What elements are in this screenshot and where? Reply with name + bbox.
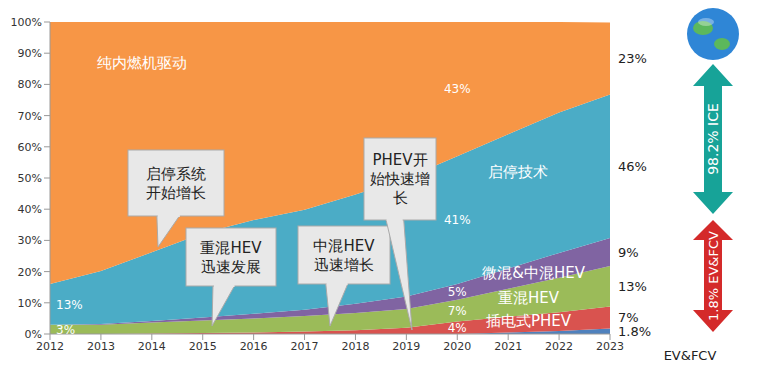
svg-text:2021: 2021 xyxy=(494,340,522,353)
svg-text:20%: 20% xyxy=(18,266,42,279)
svg-text:2023: 2023 xyxy=(596,340,624,353)
svg-text:2018: 2018 xyxy=(341,340,369,353)
svg-text:启停系统: 启停系统 xyxy=(146,165,206,183)
svg-text:微混&中混HEV: 微混&中混HEV xyxy=(482,264,585,282)
svg-text:2013: 2013 xyxy=(87,340,115,353)
svg-text:迅速增长: 迅速增长 xyxy=(314,256,374,274)
svg-text:7%: 7% xyxy=(448,304,467,318)
svg-text:开始增长: 开始增长 xyxy=(146,184,206,202)
svg-text:9%: 9% xyxy=(618,245,639,260)
svg-text:2017: 2017 xyxy=(291,340,319,353)
svg-text:43%: 43% xyxy=(444,82,471,96)
svg-text:迅速发展: 迅速发展 xyxy=(201,258,261,276)
svg-text:插电式PHEV: 插电式PHEV xyxy=(486,312,572,330)
svg-text:46%: 46% xyxy=(618,159,647,174)
svg-text:2014: 2014 xyxy=(138,340,166,353)
svg-text:90%: 90% xyxy=(18,47,42,60)
svg-text:中混HEV: 中混HEV xyxy=(313,237,375,255)
svg-text:23%: 23% xyxy=(618,51,647,66)
svg-text:0%: 0% xyxy=(25,328,42,341)
svg-text:启停技术: 启停技术 xyxy=(488,163,548,181)
svg-text:PHEV开: PHEV开 xyxy=(372,151,427,169)
svg-text:5%: 5% xyxy=(448,285,467,299)
svg-text:98.2% ICE: 98.2% ICE xyxy=(705,103,721,175)
svg-text:2022: 2022 xyxy=(545,340,573,353)
svg-text:70%: 70% xyxy=(18,110,42,123)
svg-text:纯内燃机驱动: 纯内燃机驱动 xyxy=(97,54,187,72)
svg-text:4%: 4% xyxy=(448,321,467,335)
svg-text:10%: 10% xyxy=(18,297,42,310)
svg-text:2019: 2019 xyxy=(392,340,420,353)
svg-text:重混HEV: 重混HEV xyxy=(498,289,560,307)
svg-text:1.8% EV&FCV: 1.8% EV&FCV xyxy=(706,231,721,321)
svg-text:2012: 2012 xyxy=(36,340,64,353)
svg-text:2020: 2020 xyxy=(443,340,471,353)
svg-text:41%: 41% xyxy=(444,213,471,227)
svg-text:40%: 40% xyxy=(18,203,42,216)
svg-text:始快速增: 始快速增 xyxy=(370,170,430,188)
svg-text:3%: 3% xyxy=(56,323,75,337)
svg-text:重混HEV: 重混HEV xyxy=(200,239,262,257)
svg-text:EV&FCV: EV&FCV xyxy=(664,348,717,363)
svg-text:7%: 7% xyxy=(618,310,639,325)
svg-text:2015: 2015 xyxy=(189,340,217,353)
svg-text:13%: 13% xyxy=(618,279,647,294)
svg-text:30%: 30% xyxy=(18,234,42,247)
svg-text:60%: 60% xyxy=(18,141,42,154)
svg-text:50%: 50% xyxy=(18,172,42,185)
svg-text:1.8%: 1.8% xyxy=(618,324,651,339)
svg-text:100%: 100% xyxy=(11,16,42,29)
svg-text:长: 长 xyxy=(393,189,408,207)
svg-text:2016: 2016 xyxy=(240,340,268,353)
svg-text:13%: 13% xyxy=(56,298,83,312)
svg-text:80%: 80% xyxy=(18,78,42,91)
